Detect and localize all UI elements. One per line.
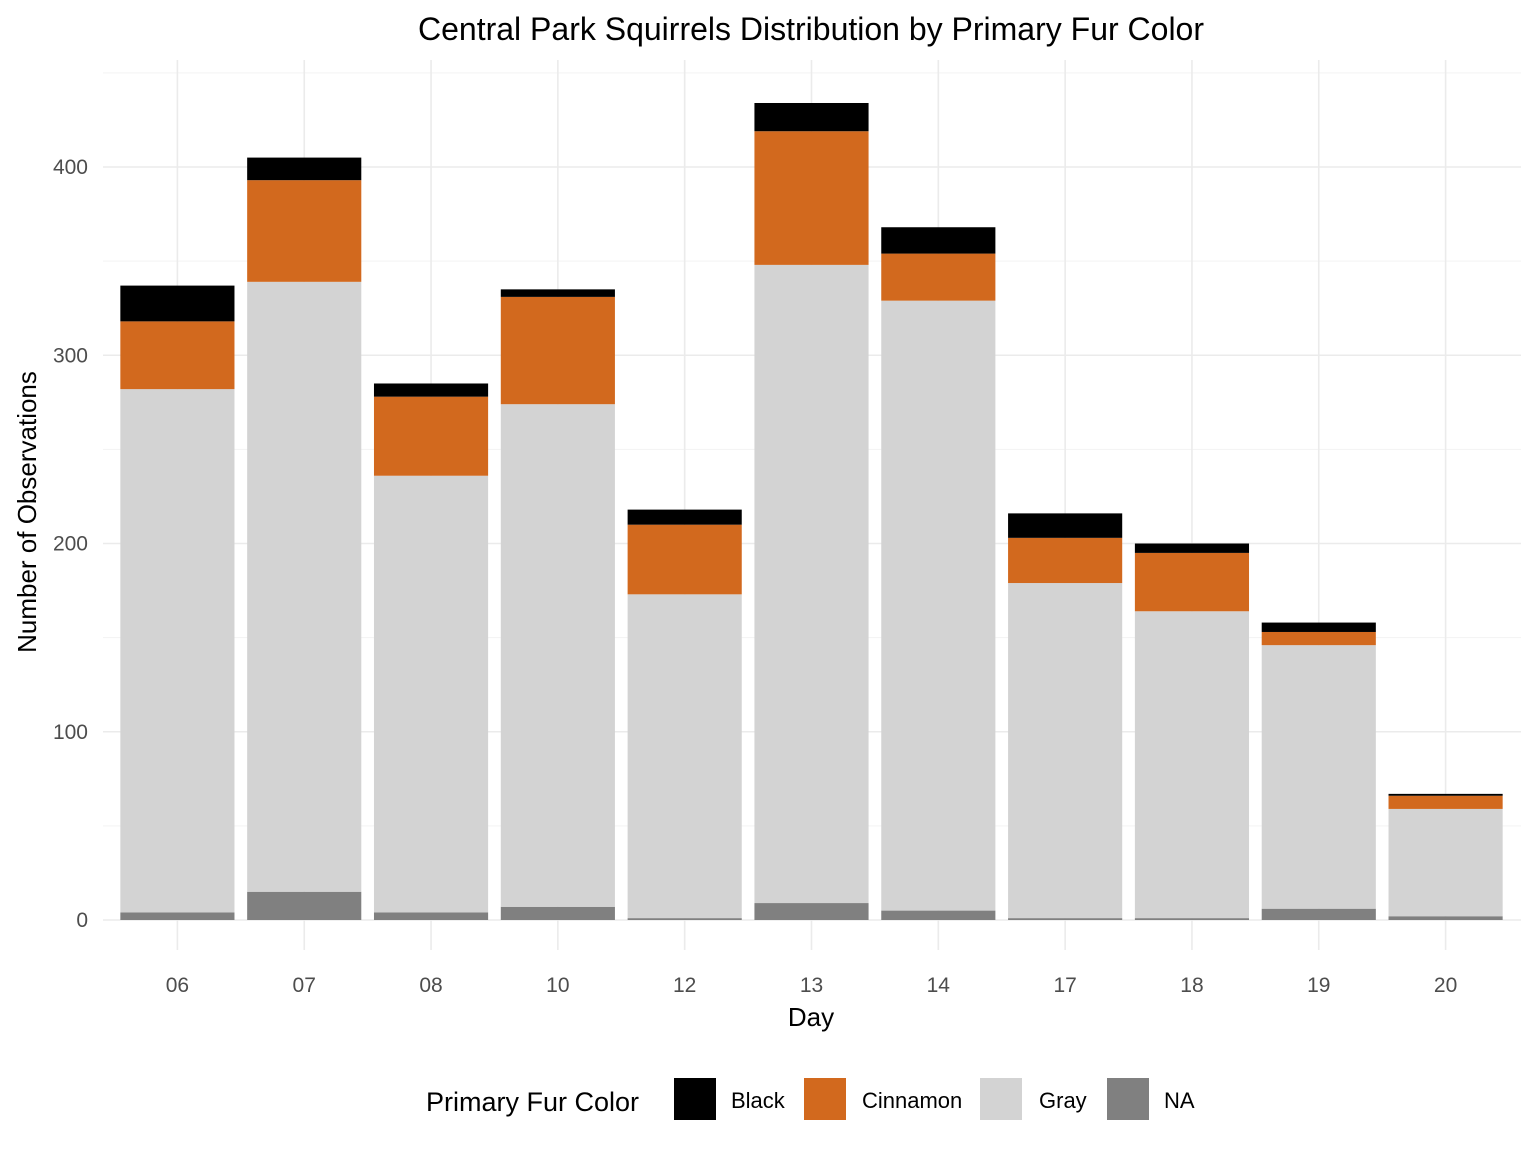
bar-segment-cinnamon-18 [1134,552,1250,612]
bar-segment-cinnamon-17 [1008,537,1123,584]
x-tick-label: 19 [1307,974,1330,997]
x-axis-ticks: 06 07 08 10 12 13 14 17 18 19 20 [166,974,1458,997]
bar-segment-na-13 [754,903,869,920]
x-tick-label: 10 [546,974,569,997]
legend-label-gray: Gray [1039,1088,1087,1113]
bar-segment-na-17 [1008,918,1123,920]
legend: Primary Fur Color Black Cinnamon Gray NA [426,1078,1195,1120]
bar-segment-cinnamon-06 [120,321,235,390]
y-tick-label: 300 [53,344,88,367]
bar-segment-gray-12 [627,594,742,919]
x-axis-title: Day [788,1002,834,1032]
bar-segment-na-20 [1388,916,1503,920]
x-tick-label: 12 [673,974,696,997]
y-tick-label: 0 [76,909,88,932]
bar-segment-gray-20 [1388,808,1503,917]
legend-title: Primary Fur Color [426,1087,639,1117]
x-tick-label: 08 [419,974,442,997]
bar-segment-cinnamon-10 [500,296,615,405]
bar-segment-black-06 [120,285,235,322]
x-tick-label: 17 [1053,974,1076,997]
bar-segment-black-14 [881,227,996,254]
legend-label-cinnamon: Cinnamon [862,1088,962,1113]
bar-segment-black-18 [1134,543,1250,553]
bar-segment-cinnamon-19 [1261,631,1376,646]
bar-segment-black-20 [1388,793,1503,796]
bar-segment-black-13 [754,102,869,132]
bar-segment-na-14 [881,910,996,920]
legend-key-na [1107,1078,1149,1120]
y-tick-label: 100 [53,721,88,744]
bar-segment-cinnamon-14 [881,253,996,301]
bar-segment-gray-07 [247,281,362,892]
legend-label-na: NA [1164,1088,1195,1113]
bar-segment-black-17 [1008,513,1123,538]
bar-segment-na-07 [247,891,362,920]
bar-segment-black-12 [627,509,742,525]
bar-segment-gray-08 [373,475,489,913]
x-tick-label: 13 [800,974,823,997]
bar-segment-gray-18 [1134,611,1250,919]
x-tick-label: 20 [1434,974,1457,997]
bar-segment-black-07 [247,157,362,181]
x-tick-label: 14 [927,974,951,997]
legend-key-cinnamon [804,1078,846,1120]
bar-segment-na-10 [500,906,615,920]
bar-segment-na-12 [627,918,742,920]
x-tick-label: 06 [166,974,189,997]
bar-segment-cinnamon-12 [627,524,742,595]
y-tick-label: 400 [53,156,88,179]
bar-segment-gray-06 [120,389,235,913]
bar-segment-na-19 [1261,908,1376,920]
legend-label-black: Black [731,1088,786,1113]
y-axis-title: Number of Observations [12,371,42,653]
bar-segment-gray-14 [881,300,996,911]
bar-segment-gray-13 [754,264,869,904]
y-tick-label: 200 [53,533,88,556]
bars [120,102,1503,920]
legend-key-gray [980,1078,1022,1120]
x-tick-label: 18 [1180,974,1203,997]
y-axis-ticks: 0 100 200 300 400 [53,156,88,932]
bar-segment-cinnamon-20 [1388,795,1503,809]
bar-segment-black-10 [500,289,615,297]
bar-segment-gray-17 [1008,583,1123,919]
bar-segment-gray-10 [500,404,615,907]
bar-segment-na-18 [1134,918,1250,920]
chart-title: Central Park Squirrels Distribution by P… [418,11,1204,47]
bar-segment-cinnamon-07 [247,180,362,282]
bar-segment-black-19 [1261,622,1376,632]
bar-segment-cinnamon-13 [754,131,869,265]
bar-segment-cinnamon-08 [373,396,489,476]
bar-segment-na-08 [373,912,489,920]
x-tick-label: 07 [293,974,316,997]
bar-segment-black-08 [373,383,489,397]
bar-segment-na-06 [120,912,235,920]
legend-key-black [674,1078,716,1120]
bar-segment-gray-19 [1261,645,1376,909]
